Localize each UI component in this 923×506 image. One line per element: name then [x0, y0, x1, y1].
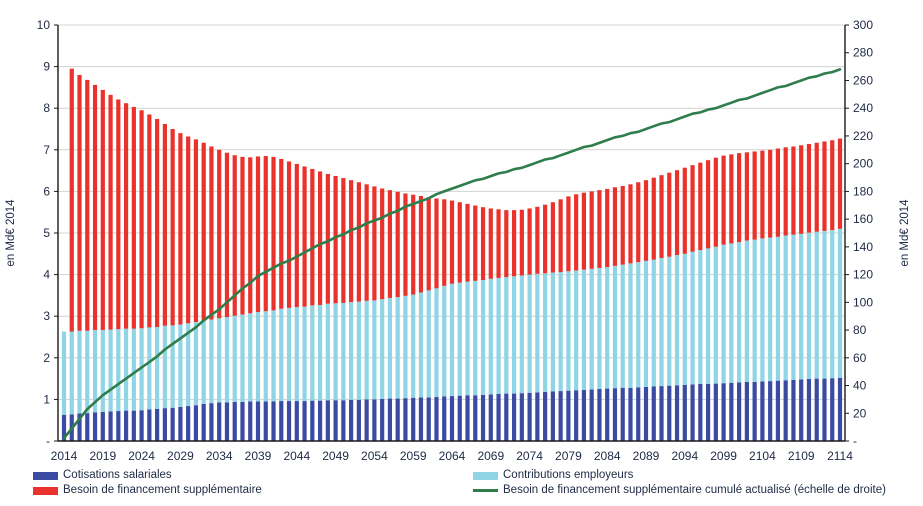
- svg-text:2094: 2094: [671, 449, 698, 463]
- svg-text:2029: 2029: [167, 449, 194, 463]
- svg-text:8: 8: [43, 101, 50, 115]
- svg-text:120: 120: [853, 268, 873, 282]
- svg-text:140: 140: [853, 240, 873, 254]
- svg-text:220: 220: [853, 129, 873, 143]
- svg-text:2024: 2024: [128, 449, 155, 463]
- legend-swatch-cotisations: [33, 471, 58, 480]
- svg-text:40: 40: [853, 379, 867, 393]
- svg-text:en Md€ 2014: en Md€ 2014: [5, 199, 17, 267]
- svg-text:2109: 2109: [788, 449, 815, 463]
- svg-text:5: 5: [43, 226, 50, 240]
- svg-text:280: 280: [853, 46, 873, 60]
- svg-text:2114: 2114: [827, 449, 853, 463]
- svg-text:2059: 2059: [400, 449, 427, 463]
- svg-text:80: 80: [853, 323, 867, 337]
- cumulative-line: [62, 68, 842, 440]
- legend-item-cumule: Besoin de financement supplémentaire cum…: [473, 484, 886, 497]
- x-axis-tick-labels: 2014 2019 2024 2029 2034 2039 2044 2049 2054 2059…: [51, 449, 854, 463]
- svg-text:100: 100: [853, 295, 873, 309]
- svg-text:2079: 2079: [555, 449, 582, 463]
- svg-text:2: 2: [43, 351, 50, 365]
- svg-text:en Md€ 2014: en Md€ 2014: [899, 199, 911, 267]
- svg-text:2099: 2099: [710, 449, 737, 463]
- legend-label-besoin: Besoin de financement supplémentaire: [63, 484, 262, 496]
- svg-text:2014: 2014: [51, 449, 78, 463]
- svg-text:2089: 2089: [633, 449, 660, 463]
- svg-text:160: 160: [853, 212, 873, 226]
- svg-text:2064: 2064: [439, 449, 466, 463]
- legend-item-besoin: Besoin de financement supplémentaire: [33, 484, 262, 497]
- bars-cotisations: [61, 377, 843, 441]
- legend-swatch-contributions: [473, 471, 498, 480]
- svg-text:-: -: [46, 434, 50, 448]
- svg-text:10: 10: [37, 18, 51, 32]
- svg-text:6: 6: [43, 184, 50, 198]
- bars-besoin: [69, 68, 843, 332]
- svg-text:4: 4: [43, 268, 50, 282]
- legend-swatch-cumule-line: [473, 489, 498, 492]
- left-axis-tick-labels: - 1 2 3 4 5 6 7 8 9 10: [37, 18, 58, 448]
- svg-text:2069: 2069: [477, 449, 504, 463]
- svg-text:180: 180: [853, 184, 873, 198]
- legend-item-cotisations: Cotisations salariales: [33, 469, 172, 482]
- right-axis-tick-labels: - 20 40 60 80 100 120 140 160 180 200 220 240 260 280 3…: [845, 18, 873, 448]
- legend-label-cotisations: Cotisations salariales: [63, 469, 172, 481]
- svg-text:2084: 2084: [594, 449, 621, 463]
- svg-text:2019: 2019: [89, 449, 116, 463]
- axis-titles: en Md€ 2014 en Md€ 2014: [5, 199, 911, 267]
- svg-text:2039: 2039: [245, 449, 272, 463]
- svg-text:7: 7: [43, 143, 50, 157]
- legend-swatch-besoin: [33, 486, 58, 495]
- svg-text:200: 200: [853, 157, 873, 171]
- svg-text:2034: 2034: [206, 449, 233, 463]
- svg-text:2044: 2044: [283, 449, 310, 463]
- svg-text:2074: 2074: [516, 449, 543, 463]
- svg-text:300: 300: [853, 18, 873, 32]
- svg-text:240: 240: [853, 101, 873, 115]
- svg-text:60: 60: [853, 351, 867, 365]
- svg-text:1: 1: [43, 392, 50, 406]
- svg-text:3: 3: [43, 309, 50, 323]
- svg-text:260: 260: [853, 73, 873, 87]
- bars-contributions: [61, 228, 843, 415]
- svg-text:2054: 2054: [361, 449, 388, 463]
- svg-text:2104: 2104: [749, 449, 776, 463]
- svg-text:-: -: [853, 434, 857, 448]
- legend-label-contributions: Contributions employeurs: [503, 469, 634, 481]
- legend-item-contributions: Contributions employeurs: [473, 469, 633, 482]
- svg-text:20: 20: [853, 406, 867, 420]
- svg-text:2049: 2049: [322, 449, 349, 463]
- svg-text:9: 9: [43, 60, 50, 74]
- legend-label-cumule: Besoin de financement supplémentaire cum…: [503, 484, 886, 496]
